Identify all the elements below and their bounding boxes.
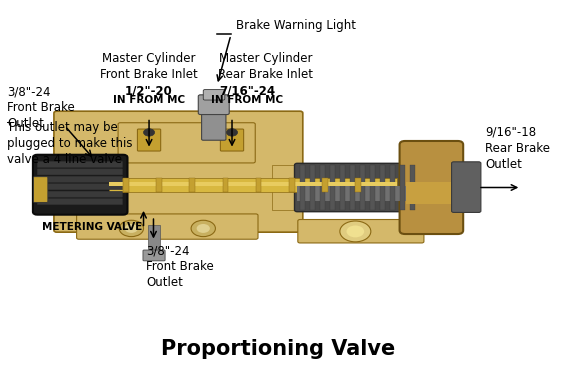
Text: IN FROM MC: IN FROM MC [113, 95, 185, 105]
FancyBboxPatch shape [201, 108, 226, 140]
Bar [300, 165, 305, 210]
Text: 3/8"-24
Front Brake
Outlet: 3/8"-24 Front Brake Outlet [146, 244, 214, 289]
Text: Proportioning Valve: Proportioning Valve [161, 339, 395, 359]
Circle shape [144, 129, 155, 136]
Circle shape [226, 129, 238, 136]
FancyBboxPatch shape [298, 219, 424, 243]
Bar [148, 225, 160, 253]
FancyBboxPatch shape [37, 199, 122, 205]
Circle shape [340, 221, 371, 242]
Text: IN FROM MC: IN FROM MC [212, 95, 284, 105]
Text: 9/16"-18
Rear Brake
Outlet: 9/16"-18 Rear Brake Outlet [485, 126, 550, 171]
Bar [320, 165, 325, 210]
Circle shape [196, 224, 210, 233]
Bar [256, 178, 261, 192]
Bar [156, 178, 162, 192]
Bar [380, 165, 385, 210]
FancyBboxPatch shape [400, 141, 463, 234]
Bar [289, 178, 294, 192]
FancyBboxPatch shape [37, 176, 122, 182]
Bar [400, 165, 405, 210]
Text: This outlet may be
plugged to make this
valve a 4 line valve: This outlet may be plugged to make this … [7, 121, 132, 166]
FancyBboxPatch shape [143, 250, 165, 261]
Bar [350, 165, 355, 210]
Text: 1/2"-20: 1/2"-20 [125, 84, 173, 97]
Text: Master Cylinder
Rear Brake Inlet: Master Cylinder Rear Brake Inlet [218, 52, 313, 81]
Bar [297, 186, 419, 201]
Circle shape [119, 220, 144, 237]
Bar [370, 165, 375, 210]
FancyBboxPatch shape [452, 162, 481, 213]
Circle shape [125, 224, 138, 233]
Bar [310, 165, 315, 210]
Bar [272, 165, 303, 210]
Bar [322, 178, 328, 192]
Bar [360, 165, 365, 210]
Bar [109, 182, 397, 186]
FancyBboxPatch shape [294, 163, 422, 212]
FancyBboxPatch shape [37, 169, 122, 175]
FancyBboxPatch shape [37, 184, 122, 190]
Bar [330, 165, 335, 210]
FancyBboxPatch shape [54, 111, 303, 232]
FancyBboxPatch shape [37, 191, 122, 197]
Bar [222, 178, 228, 192]
Text: Brake Warning Light: Brake Warning Light [237, 19, 357, 32]
Bar [109, 178, 397, 192]
FancyBboxPatch shape [76, 214, 258, 239]
Bar [123, 178, 128, 192]
FancyBboxPatch shape [33, 155, 127, 214]
Bar [190, 178, 195, 192]
Text: METERING VALVE: METERING VALVE [42, 222, 142, 232]
Text: 7/16"-24: 7/16"-24 [220, 84, 276, 97]
FancyBboxPatch shape [118, 123, 255, 163]
FancyBboxPatch shape [203, 90, 225, 100]
Circle shape [346, 225, 364, 237]
Text: 3/8"-24
Front Brake
Outlet: 3/8"-24 Front Brake Outlet [7, 85, 75, 130]
FancyBboxPatch shape [37, 162, 122, 167]
Bar [389, 165, 395, 210]
FancyBboxPatch shape [198, 95, 229, 114]
FancyBboxPatch shape [33, 177, 48, 203]
Bar [406, 182, 456, 204]
FancyBboxPatch shape [220, 129, 243, 151]
Bar [410, 165, 414, 210]
Bar [355, 178, 361, 192]
Circle shape [191, 220, 216, 237]
Bar [340, 165, 345, 210]
Text: Master Cylinder
Front Brake Inlet: Master Cylinder Front Brake Inlet [100, 52, 198, 81]
FancyBboxPatch shape [138, 129, 161, 151]
